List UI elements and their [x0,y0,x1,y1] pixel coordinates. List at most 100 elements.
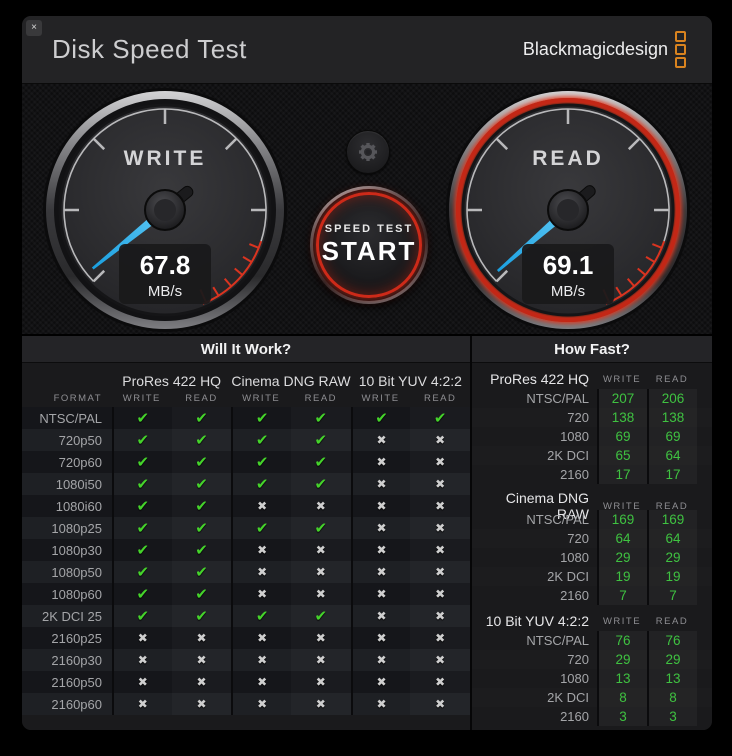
result-cell: ✖ [350,561,411,583]
format-label: 1080i50 [55,476,102,492]
check-icon: ✔ [136,432,150,449]
start-button[interactable]: SPEED TEST START [310,186,428,304]
speed-row: 1080 29 29 [472,548,712,567]
table-row: 2160p25 ✖ ✖ ✖ ✖ ✖ ✖ [22,627,470,649]
cross-icon: ✖ [376,521,387,535]
result-cell: ✖ [410,649,470,671]
cross-icon: ✖ [257,587,268,601]
write-gauge-label: WRITE [124,147,207,170]
speed-value: 207 [597,389,647,408]
result-cell: ✔ [112,561,172,583]
result-cell: ✖ [410,517,470,539]
speed-row: 720 29 29 [472,650,712,669]
speed-value: 206 [647,389,697,408]
speed-value: 76 [647,631,697,650]
read-gauge: READ 69.1 MB/s [446,88,690,332]
result-cell: ✔ [172,451,232,473]
group-header: 10 Bit YUV 4:2:2 [358,373,462,389]
result-cell: ✖ [291,649,351,671]
blackmagic-logo-icon [675,31,686,68]
result-cell: ✖ [231,495,291,517]
format-label: 1080p25 [51,520,102,536]
check-icon: ✔ [314,432,328,449]
format-label: 2K DCI [547,690,589,705]
speed-value: 138 [647,408,697,427]
group-header: ProRes 422 HQ [122,373,222,389]
col-header: READ [655,615,689,627]
result-cell: ✔ [112,429,172,451]
app-window: × Disk Speed Test Blackmagicdesign [22,16,712,730]
speed-value: 7 [597,586,647,605]
read-value: 69.1 [543,250,594,280]
cross-icon: ✖ [376,609,387,623]
cross-icon: ✖ [376,675,387,689]
result-cell: ✖ [231,649,291,671]
cross-icon: ✖ [137,653,148,667]
cross-icon: ✖ [257,499,268,513]
result-cell: ✔ [112,407,172,429]
cross-icon: ✖ [376,477,387,491]
cross-icon: ✖ [435,499,446,513]
check-icon: ✔ [136,520,150,537]
check-icon: ✔ [195,564,208,581]
brand-wordmark: Blackmagicdesign [522,39,668,59]
cross-icon: ✖ [376,631,387,645]
format-label: 720p50 [58,432,102,448]
read-gauge-label: READ [532,147,604,170]
col-header: READ [185,392,218,404]
format-label: 2160p50 [51,674,102,690]
table-row: 1080p60 ✔ ✔ ✖ ✖ ✖ ✖ [22,583,470,605]
settings-button[interactable] [346,130,390,174]
how-fast-sections: ProRes 422 HQ WRITE READ NTSC/PAL 207 206 720 1… [472,363,712,726]
table-row: NTSC/PAL ✔ ✔ ✔ ✔ ✔ ✔ [22,407,470,429]
check-icon: ✔ [195,542,208,559]
format-label: 1080i60 [55,498,102,514]
result-cell: ✖ [291,693,351,715]
check-icon: ✔ [255,432,269,449]
speed-value: 65 [597,446,647,465]
section-title: ProRes 422 HQ [490,371,589,387]
speed-row: 1080 13 13 [472,669,712,688]
cross-icon: ✖ [435,455,446,469]
cross-icon: ✖ [315,587,326,601]
col-header: WRITE [602,373,642,385]
result-cell: ✔ [112,451,172,473]
cross-icon: ✖ [376,543,387,557]
result-cell: ✖ [172,693,232,715]
result-cell: ✖ [410,539,470,561]
result-cell: ✔ [231,451,291,473]
format-label: 720p60 [58,454,102,470]
result-cell: ✖ [350,517,411,539]
result-cell: ✖ [350,539,411,561]
cross-icon: ✖ [435,631,446,645]
result-cell: ✔ [172,407,232,429]
result-cell: ✖ [410,583,470,605]
result-cell: ✔ [112,605,172,627]
format-label: 720 [567,531,589,546]
result-cell: ✖ [410,693,470,715]
col-header: READ [655,500,689,512]
result-cell: ✖ [291,671,351,693]
close-button[interactable]: × [26,20,42,36]
cross-icon: ✖ [435,697,446,711]
col-header: WRITE [242,392,281,404]
table-row: 1080i50 ✔ ✔ ✔ ✔ ✖ ✖ [22,473,470,495]
result-cell: ✔ [291,429,351,451]
section-title: Cinema DNG RAW [505,490,589,522]
speed-value: 3 [597,707,647,726]
result-cell: ✖ [410,495,470,517]
table-row: 2160p60 ✖ ✖ ✖ ✖ ✖ ✖ [22,693,470,715]
speed-value: 29 [597,650,647,669]
format-label: 2160 [560,709,589,724]
cross-icon: ✖ [376,565,387,579]
result-cell: ✔ [231,407,291,429]
result-cell: ✔ [112,583,172,605]
result-cell: ✔ [172,561,232,583]
check-icon: ✔ [255,476,269,493]
format-label: 1080 [560,671,589,686]
check-icon: ✔ [136,542,150,559]
result-cell: ✖ [350,451,411,473]
col-header: WRITE [122,392,161,404]
col-header: READ [423,392,457,404]
result-cell: ✖ [350,429,411,451]
